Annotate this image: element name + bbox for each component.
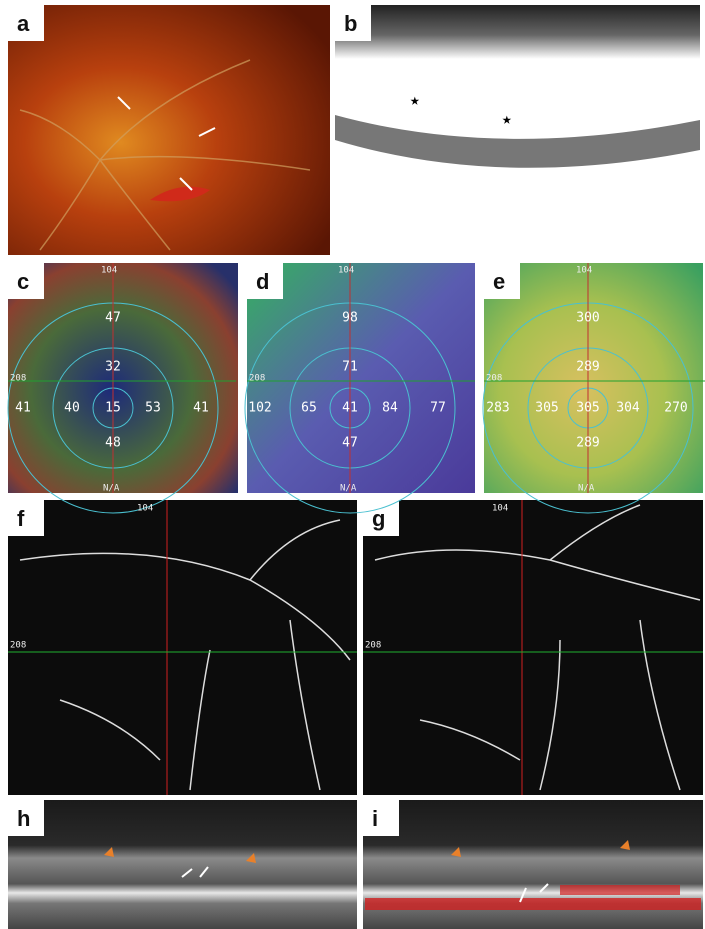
sector-value: 289 xyxy=(576,360,599,375)
sector-value: 65 xyxy=(301,401,317,416)
sector-value: 270 xyxy=(664,401,687,416)
tick-label: 104 xyxy=(492,504,508,514)
sector-value: 41 xyxy=(15,401,31,416)
sector-value: 32 xyxy=(105,360,121,375)
panel-label: e xyxy=(493,269,505,294)
tick-label: 104 xyxy=(338,266,354,276)
star: ★ xyxy=(502,109,512,128)
tick-label: 104 xyxy=(101,266,117,276)
octa-image xyxy=(8,500,357,795)
oct-bscan xyxy=(8,800,357,929)
tick-label: 208 xyxy=(486,374,502,384)
sector-value: 71 xyxy=(342,360,358,375)
sector-value: 48 xyxy=(105,436,121,451)
tick-label: N/A xyxy=(103,484,120,494)
tick-label: 208 xyxy=(365,641,381,651)
sector-value: 283 xyxy=(486,401,509,416)
panel-label: h xyxy=(17,806,30,831)
sector-value: 305 xyxy=(535,401,558,416)
panel-label: a xyxy=(17,11,30,36)
sector-value: 102 xyxy=(248,401,271,416)
sector-value: 47 xyxy=(342,436,358,451)
sector-value: 77 xyxy=(430,401,446,416)
tick-label: N/A xyxy=(578,484,595,494)
panel-label: d xyxy=(256,269,269,294)
tick-label: 104 xyxy=(137,504,153,514)
star: ★ xyxy=(410,90,420,109)
sector-value: 53 xyxy=(145,401,161,416)
sector-value: 41 xyxy=(193,401,209,416)
sector-value: 289 xyxy=(576,436,599,451)
octa-image xyxy=(363,500,703,795)
sector-value: 41 xyxy=(342,401,358,416)
label-box xyxy=(8,500,44,536)
fundus-image xyxy=(8,5,330,255)
figure: ★ ★ abcdefghi104208N/A473241401553414810… xyxy=(0,0,705,929)
tick-label: 104 xyxy=(576,266,592,276)
sector-value: 40 xyxy=(64,401,80,416)
sector-value: 304 xyxy=(616,401,640,416)
tick-label: N/A xyxy=(340,484,357,494)
sector-value: 84 xyxy=(382,401,398,416)
tick-label: 208 xyxy=(249,374,265,384)
panel-label: b xyxy=(344,11,357,36)
sector-value: 98 xyxy=(342,311,358,326)
tick-label: 208 xyxy=(10,641,26,651)
sector-value: 15 xyxy=(105,401,121,416)
panel-label: i xyxy=(372,806,378,831)
sector-value: 305 xyxy=(576,401,599,416)
sector-value: 300 xyxy=(576,311,599,326)
tick-label: 208 xyxy=(10,374,26,384)
panel-label: f xyxy=(17,506,25,531)
panel-label: c xyxy=(17,269,29,294)
sector-value: 47 xyxy=(105,311,121,326)
label-box xyxy=(363,800,399,836)
